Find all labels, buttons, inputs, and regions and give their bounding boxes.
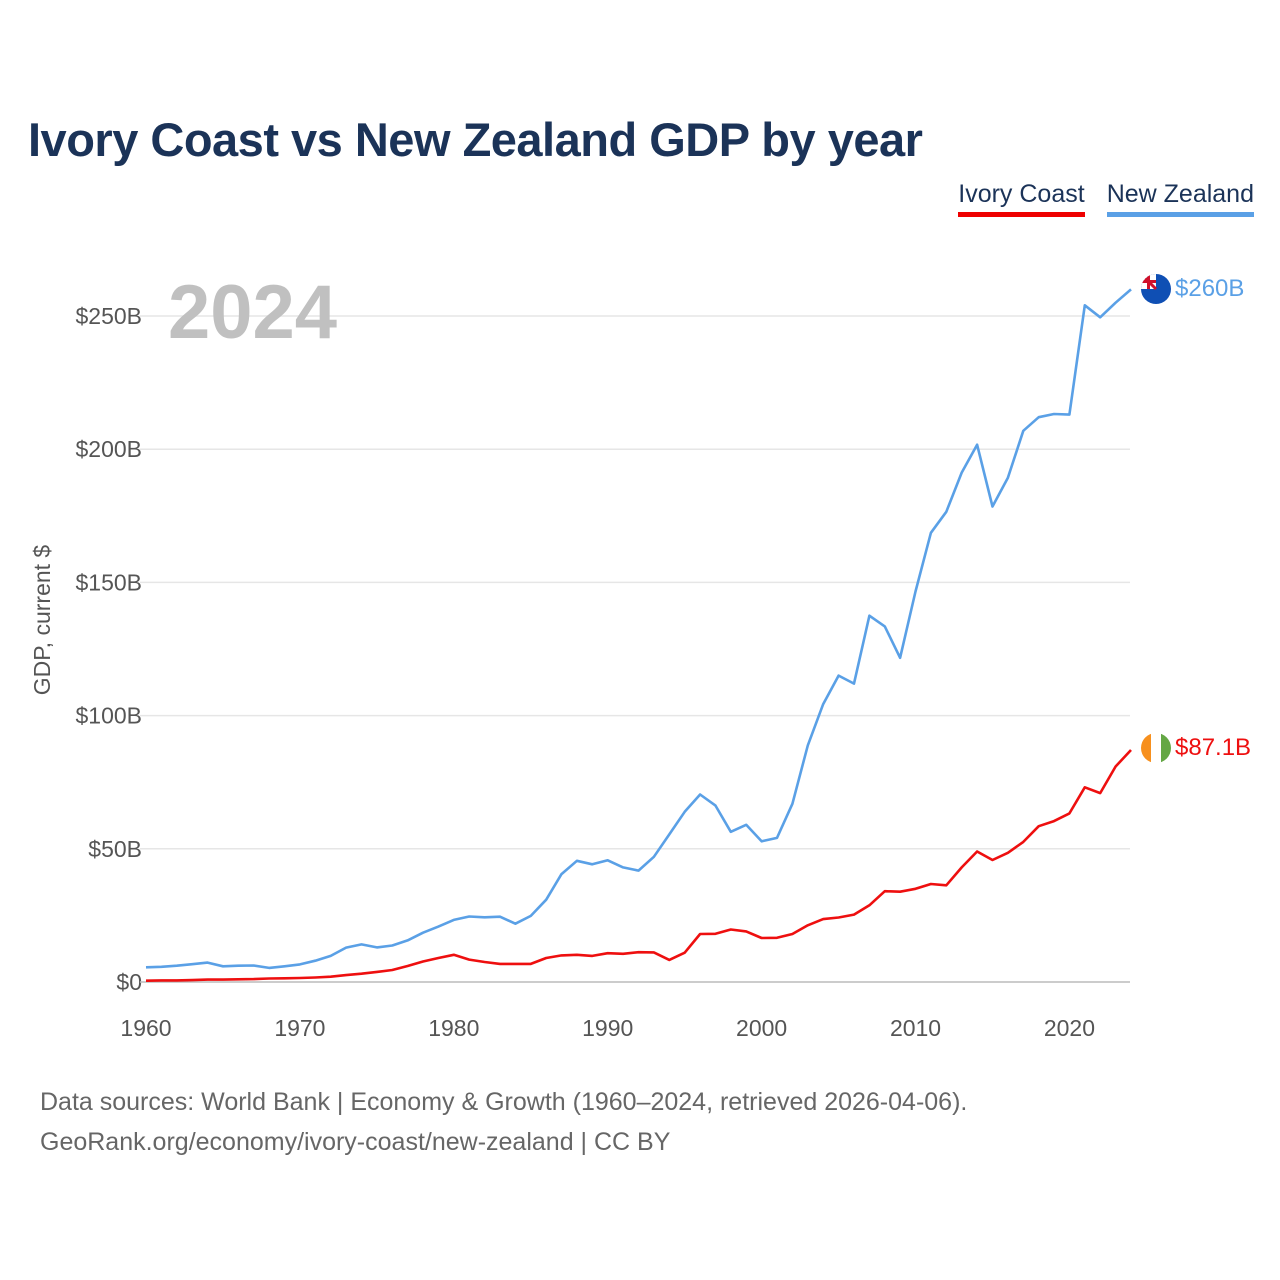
new-zealand-flag-icon — [1141, 274, 1171, 304]
y-tick-label: $200B — [75, 436, 142, 462]
new-zealand-line[interactable] — [145, 288, 1132, 970]
x-tick-label: 1970 — [274, 1015, 325, 1041]
y-tick-label: $100B — [75, 703, 142, 729]
grid-lines — [140, 315, 1130, 850]
legend-item-new-zealand[interactable]: New Zealand — [1106, 180, 1254, 217]
current-year-label: 2024 — [168, 270, 337, 355]
ivory-coast-line[interactable] — [145, 749, 1132, 982]
y-tick-label: $0 — [116, 969, 142, 995]
y-axis-ticks: $0 $50B $100B $150B $200B $250B — [75, 303, 142, 995]
x-tick-label: 2000 — [736, 1015, 787, 1041]
legend: Ivory Coast New Zealand — [958, 180, 1254, 217]
y-tick-label: $150B — [75, 569, 142, 595]
y-tick-label: $50B — [88, 836, 142, 862]
series-lines — [145, 288, 1132, 982]
y-axis-label: GDP, current $ — [29, 545, 55, 696]
y-tick-label: $250B — [75, 303, 142, 329]
chart-title: Ivory Coast vs New Zealand GDP by year — [28, 113, 923, 166]
footer-link[interactable]: GeoRank.org/economy/ivory-coast/new-zeal… — [40, 1128, 671, 1156]
new-zealand-end-value: $260B — [1175, 275, 1244, 302]
ivory-coast-flag-icon — [1141, 733, 1171, 763]
legend-item-ivory-coast[interactable]: Ivory Coast — [958, 180, 1085, 217]
x-tick-label: 1960 — [120, 1015, 171, 1041]
footer: Data sources: World Bank | Economy & Gro… — [40, 1082, 967, 1162]
x-tick-label: 1980 — [428, 1015, 479, 1041]
footer-source: Data sources: World Bank | Economy & Gro… — [40, 1088, 968, 1116]
ivory-coast-end-value: $87.1B — [1175, 734, 1251, 761]
x-tick-label: 1990 — [582, 1015, 633, 1041]
x-tick-label: 2010 — [890, 1015, 941, 1041]
x-axis-ticks: 1960 1970 1980 1990 2000 2010 2020 — [120, 1015, 1095, 1041]
x-tick-label: 2020 — [1044, 1015, 1095, 1041]
